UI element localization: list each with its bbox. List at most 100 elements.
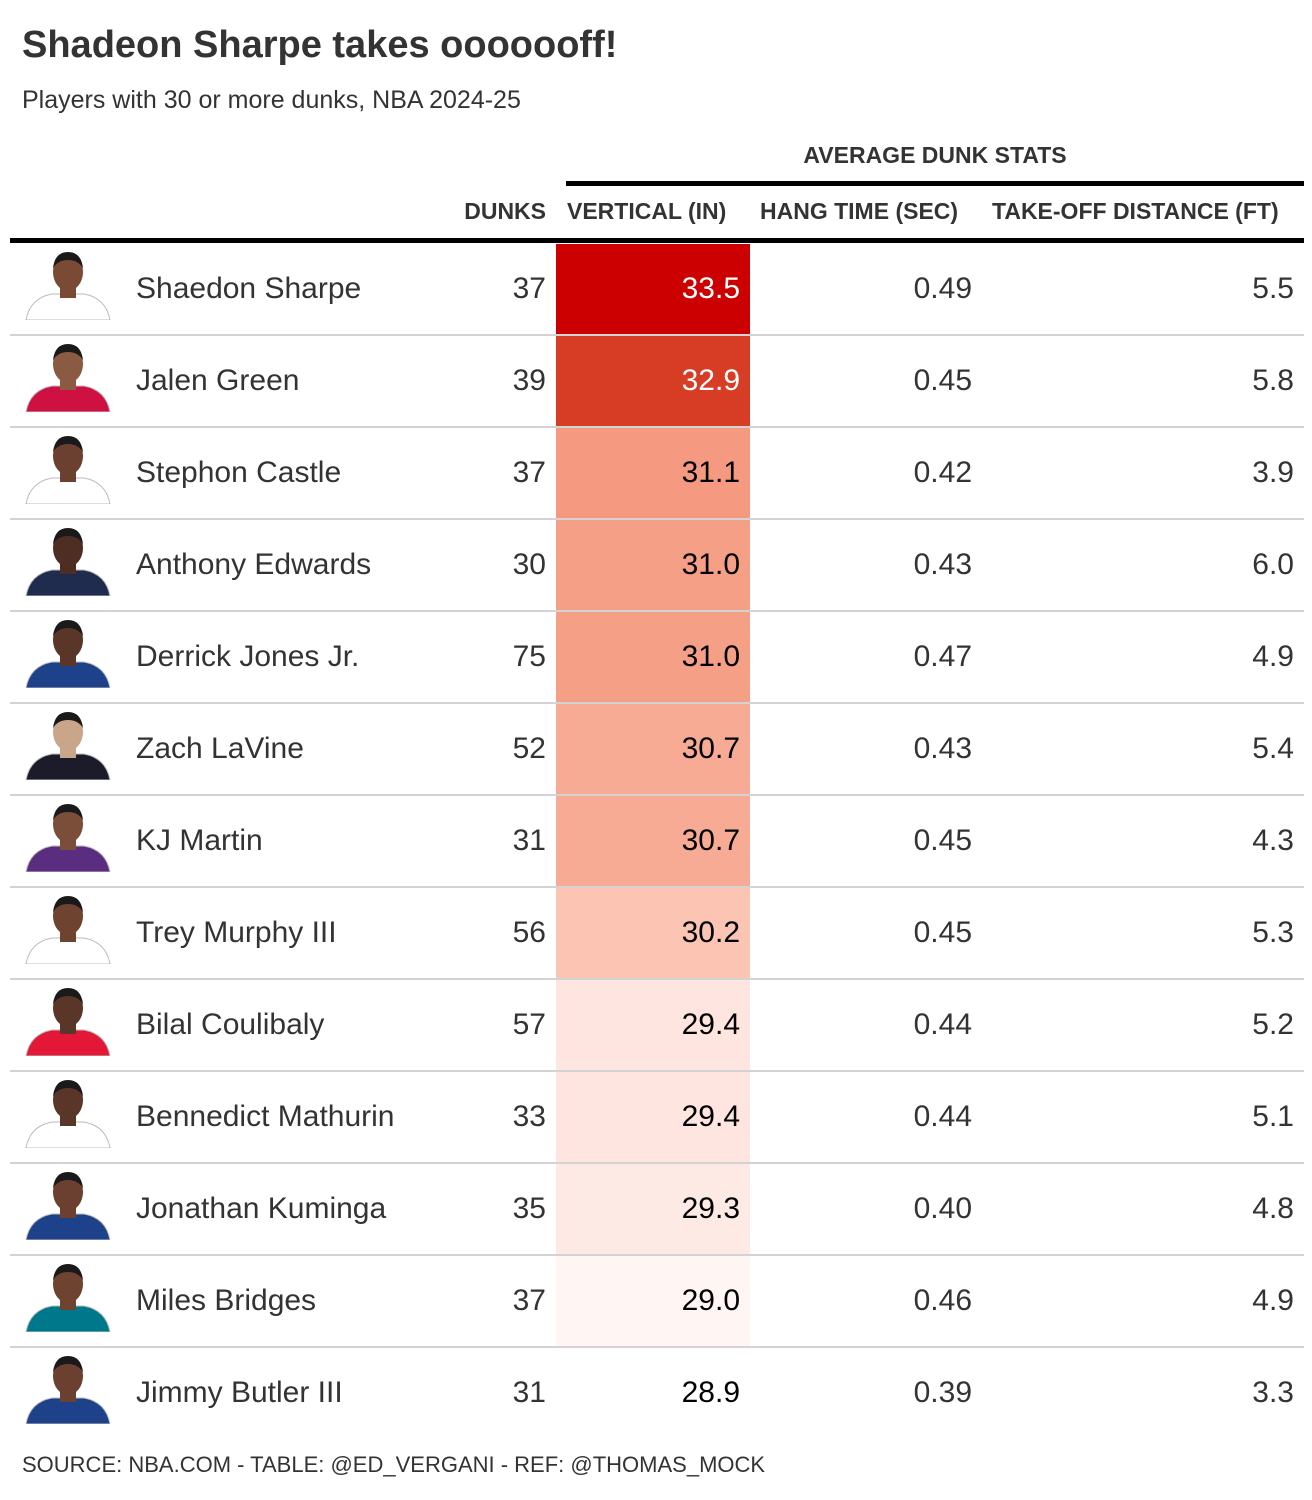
player-name: Miles Bridges (136, 1284, 317, 1317)
hang-time-value: 0.49 (913, 272, 972, 305)
column-header-dunks: DUNKS (464, 198, 546, 224)
source-note: SOURCE: NBA.COM - TABLE: @ED_VERGANI - R… (22, 1452, 766, 1477)
dunks-value: 37 (512, 272, 546, 305)
player-headshot-icon (25, 528, 111, 596)
vertical-heat-cell (556, 1348, 750, 1440)
row-divider (10, 702, 1304, 704)
row-divider (10, 978, 1304, 980)
table-row: Bilal Coulibaly 57 29.4 0.44 5.2 (10, 980, 1304, 1072)
player-headshot-icon (25, 712, 111, 780)
vertical-heat-cell (556, 980, 750, 1072)
take-off-distance-value: 4.9 (1252, 1284, 1294, 1317)
column-header-vertical: VERTICAL (IN) (567, 198, 727, 224)
take-off-distance-value: 5.3 (1252, 916, 1294, 949)
table-row: Anthony Edwards 30 31.0 0.43 6.0 (10, 520, 1304, 612)
vertical-value: 32.9 (681, 364, 740, 397)
header-rule (10, 238, 1304, 243)
vertical-value: 29.4 (681, 1008, 740, 1041)
dunks-value: 33 (512, 1100, 546, 1133)
dunks-value: 37 (512, 1284, 546, 1317)
table-row: Jonathan Kuminga 35 29.3 0.40 4.8 (10, 1164, 1304, 1256)
hang-time-value: 0.45 (913, 824, 972, 857)
take-off-distance-value: 4.8 (1252, 1192, 1294, 1225)
table-row: Shaedon Sharpe 37 33.5 0.49 5.5 (10, 244, 1304, 336)
table-row: Zach LaVine 52 30.7 0.43 5.4 (10, 704, 1304, 796)
vertical-heat-cell (556, 1164, 750, 1256)
column-group-label: AVERAGE DUNK STATS (803, 142, 1067, 168)
hang-time-value: 0.40 (913, 1192, 972, 1225)
row-divider (10, 1254, 1304, 1256)
vertical-heat-cell (556, 428, 750, 520)
dunks-value: 57 (512, 1008, 546, 1041)
table-row: Stephon Castle 37 31.1 0.42 3.9 (10, 428, 1304, 520)
column-header-take-off-distance: TAKE-OFF DISTANCE (FT) (992, 198, 1279, 224)
take-off-distance-value: 4.9 (1252, 640, 1294, 673)
row-divider (10, 886, 1304, 888)
player-headshot-icon (25, 620, 111, 688)
row-divider (10, 1346, 1304, 1348)
take-off-distance-value: 5.4 (1252, 732, 1294, 765)
row-divider (10, 794, 1304, 796)
hang-time-value: 0.45 (913, 916, 972, 949)
dunks-value: 31 (512, 1376, 546, 1409)
vertical-value: 29.4 (681, 1100, 740, 1133)
vertical-heat-cell (556, 704, 750, 796)
hang-time-value: 0.43 (913, 548, 972, 581)
row-divider (10, 334, 1304, 336)
row-divider (10, 610, 1304, 612)
hang-time-value: 0.39 (913, 1376, 972, 1409)
player-name: Anthony Edwards (136, 548, 372, 581)
vertical-heat-cell (556, 244, 750, 336)
player-name: Zach LaVine (136, 732, 304, 765)
player-name: Bennedict Mathurin (136, 1100, 395, 1133)
player-headshot-icon (25, 344, 111, 412)
player-name: Trey Murphy III (136, 916, 337, 949)
player-headshot-icon (25, 988, 111, 1056)
player-name: Jimmy Butler III (136, 1376, 343, 1409)
player-name: Jonathan Kuminga (136, 1192, 387, 1225)
column-group-rule (566, 181, 1304, 186)
dunks-value: 30 (512, 548, 546, 581)
vertical-heat-cell (556, 888, 750, 980)
vertical-heat-cell (556, 1072, 750, 1164)
vertical-heat-cell (556, 336, 750, 428)
dunks-value: 52 (512, 732, 546, 765)
dunks-value: 75 (512, 640, 546, 673)
player-name: Stephon Castle (136, 456, 342, 489)
table-body: Shaedon Sharpe 37 33.5 0.49 5.5 Jalen Green 39… (10, 244, 1304, 1440)
hang-time-value: 0.43 (913, 732, 972, 765)
vertical-value: 30.2 (681, 916, 740, 949)
dunks-value: 35 (512, 1192, 546, 1225)
chart-title: Shadeon Sharpe takes ooooooff! (22, 24, 618, 66)
vertical-value: 31.0 (681, 640, 740, 673)
take-off-distance-value: 5.1 (1252, 1100, 1294, 1133)
player-headshot-icon (25, 804, 111, 872)
table-row: Derrick Jones Jr. 75 31.0 0.47 4.9 (10, 612, 1304, 704)
table-row: Jalen Green 39 32.9 0.45 5.8 (10, 336, 1304, 428)
table-row: KJ Martin 31 30.7 0.45 4.3 (10, 796, 1304, 888)
dunks-value: 39 (512, 364, 546, 397)
hang-time-value: 0.44 (913, 1008, 972, 1041)
take-off-distance-value: 3.9 (1252, 456, 1294, 489)
dunks-value: 37 (512, 456, 546, 489)
vertical-heat-cell (556, 1256, 750, 1348)
table-row: Miles Bridges 37 29.0 0.46 4.9 (10, 1256, 1304, 1348)
chart-subtitle: Players with 30 or more dunks, NBA 2024-… (22, 86, 521, 114)
row-divider (10, 518, 1304, 520)
player-headshot-icon (25, 436, 111, 504)
hang-time-value: 0.45 (913, 364, 972, 397)
vertical-value: 31.0 (681, 548, 740, 581)
take-off-distance-value: 5.2 (1252, 1008, 1294, 1041)
take-off-distance-value: 6.0 (1252, 548, 1294, 581)
table-row: Trey Murphy III 56 30.2 0.45 5.3 (10, 888, 1304, 980)
row-divider (10, 1162, 1304, 1164)
take-off-distance-value: 5.8 (1252, 364, 1294, 397)
row-divider (10, 1070, 1304, 1072)
dunks-value: 56 (512, 916, 546, 949)
player-name: KJ Martin (136, 824, 263, 857)
vertical-value: 29.0 (681, 1284, 740, 1317)
dunks-value: 31 (512, 824, 546, 857)
hang-time-value: 0.46 (913, 1284, 972, 1317)
hang-time-value: 0.47 (913, 640, 972, 673)
vertical-heat-cell (556, 612, 750, 704)
